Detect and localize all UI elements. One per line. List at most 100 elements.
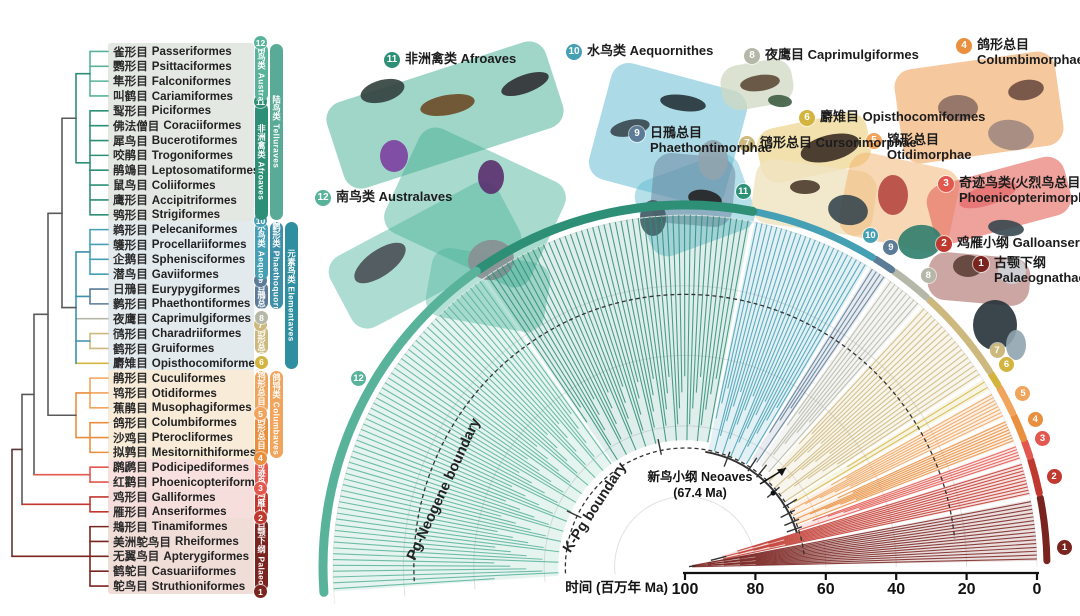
order-name-cn: 鸵鸟目 (113, 580, 148, 594)
order-name-cn: 麝雉目 (113, 357, 148, 371)
order-name-cn: 鸻形目 (113, 327, 148, 341)
order-row: 鹈形目 Pelecaniformes (113, 222, 238, 237)
order-name-latin: Pterocliformes (151, 431, 233, 445)
clade-bar-label: 古颚下纲 Palaeognathae (256, 519, 267, 592)
clade-label-text: 非洲禽类 Afroaves (405, 51, 517, 66)
order-name-latin: Otidiformes (151, 386, 217, 400)
order-name-cn: 鸨形目 (113, 387, 148, 401)
clade-badge-12: 12 (315, 190, 331, 206)
bird-silhouette (938, 95, 978, 121)
clade-bar-label: 陆鸟类 Telluraves (271, 95, 282, 169)
bird-silhouette (790, 180, 820, 194)
svg-text:60: 60 (817, 581, 835, 598)
clade-badge-7: 7 (739, 136, 755, 152)
order-name-cn: 沙鸡目 (113, 431, 148, 445)
order-name-latin: Cariamiformes (151, 89, 233, 103)
order-name-latin: Bucerotiformes (151, 134, 238, 148)
order-name-cn: 鹃鴗目 (113, 164, 148, 178)
clade-label-text: 南鸟类 Australaves (336, 189, 453, 204)
neoaves-annotation: 新鸟小纲 Neoaves (67.4 Ma) (638, 470, 762, 501)
order-row: 鹤形目 Gruiformes (113, 341, 214, 356)
order-name-cn: 雀形目 (113, 45, 148, 59)
bird-silhouette (380, 140, 408, 172)
order-row: 叫鹤目 Cariamiformes (113, 89, 233, 104)
order-row: 沙鸡目 Pterocliformes (113, 430, 233, 445)
order-name-latin: Coraciiformes (163, 119, 242, 133)
order-name-latin: Struthioniformes (151, 579, 246, 593)
order-name-cn: 鹈形目 (113, 223, 148, 237)
clade-badge-11: 11 (735, 183, 751, 199)
order-name-latin: Strigiformes (151, 208, 221, 222)
clade-badge-6: 6 (799, 110, 815, 126)
order-name-latin: Tinamiformes (151, 520, 228, 534)
order-name-latin: Eurypygiformes (151, 282, 241, 296)
order-name-latin: Pelecaniformes (151, 223, 238, 237)
order-row: 佛法僧目 Coraciiformes (113, 118, 241, 133)
clade-label-text: 奇迹鸟类(火烈鸟总目)Phoenicopterimorphae (959, 175, 1080, 205)
order-name-cn: 鹱形目 (113, 238, 148, 252)
clade-label-afroaves: 11 非洲禽类 Afroaves (384, 51, 517, 68)
clade-badge-1: 1 (1056, 539, 1072, 555)
order-row: 麝雉目 Opisthocomiformes (113, 356, 261, 371)
clade-badge-9: 9 (883, 240, 899, 256)
bird-silhouette (1006, 330, 1026, 360)
order-name-cn: 䳍形目 (113, 520, 148, 534)
clade-badge-1: 1 (254, 585, 267, 599)
order-row: 鸽形目 Columbiformes (113, 415, 237, 430)
clade-badge-5: 5 (254, 407, 267, 421)
order-name-latin: Mesitornithiformes (151, 445, 257, 459)
order-row: 潜鸟目 Gaviiformes (113, 267, 219, 282)
order-name-latin: Rheiformes (174, 535, 239, 549)
clade-label-caprimulgiformes: 8 夜鹰目 Caprimulgiformes (744, 47, 919, 64)
clade-badge-10: 10 (566, 44, 582, 60)
superclade-bar-elementaves: 元素鸟类 Elementaves (285, 222, 298, 369)
order-row: 雁形目 Anseriformes (113, 504, 227, 519)
clade-badge-8: 8 (744, 48, 760, 64)
clade-label-text: 古颚下纲 Palaeognathae (994, 255, 1080, 285)
order-row: 䳍形目 Tinamiformes (113, 519, 228, 534)
order-name-latin: Columbiformes (151, 416, 237, 430)
order-name-cn: 企鹅目 (113, 253, 148, 267)
clade-label-phaethontimorphae: 9 日鳽总目 Phaethontimorphae (629, 125, 772, 156)
superclade-bar-phaethoquornithes: 鹲形类 Phaethoquornithes (270, 222, 283, 310)
clade-bar-cursorimorphae: 鸻形总目 Cursorimorphae (255, 326, 268, 354)
order-row: 鹰形目 Accipitriformes (113, 193, 237, 208)
clade-badge-12: 12 (351, 371, 366, 386)
order-name-latin: Musophagiformes (151, 401, 252, 415)
order-name-cn: 鸮形目 (113, 208, 148, 222)
clade-label-australaves: 12 南鸟类 Australaves (315, 189, 453, 206)
order-name-cn: 红鹳目 (113, 476, 148, 490)
clade-bar-otidimorphae: 鸨形总目 Otidimorphae (255, 370, 268, 414)
clade-label-text: 鸽形总目 Columbimorphae (977, 37, 1080, 67)
order-name-latin: Trogoniformes (151, 148, 233, 162)
superclade-bar-columbaves: 鸽鸨类 Columbaves (270, 370, 283, 458)
clade-bar-columbimorphae: 鸽形总目 Columbimorphae (255, 415, 268, 458)
clade-bar-afroaves: 非洲禽类 Afroaves (255, 103, 268, 221)
clade-label-galloanseres: 2 鸡雁小纲 Galloanseres (936, 235, 1080, 252)
order-row: 雀形目 Passeriformes (113, 44, 232, 59)
clade-bar-phaethontimorphae: 日鳽总目 Phaethontimorphae (255, 281, 268, 310)
order-name-cn: 雁形目 (113, 505, 148, 519)
order-name-latin: Coliiformes (151, 178, 216, 192)
clade-bar-label: 南鸟类 Australaves (256, 44, 267, 102)
clade-bar-palaeognathae: 古颚下纲 Palaeognathae (255, 519, 268, 592)
order-row: 美洲鸵鸟目 Rheiformes (113, 534, 239, 549)
order-row: 鹤鸵目 Casuariiformes (113, 564, 236, 579)
order-name-latin: Procellariiformes (151, 238, 247, 252)
clade-label-aequornithes: 10 水鸟类 Aequornithes (566, 43, 713, 60)
clade-label-opisthocomiformes: 6 麝雉目 Opisthocomiformes (799, 109, 985, 126)
order-name-latin: Podicipediformes (151, 460, 250, 474)
order-row: 鹲形目 Phaethontiformes (113, 296, 250, 311)
clade-badge-5: 5 (1015, 385, 1031, 401)
order-row: 鸨形目 Otidiformes (113, 386, 217, 401)
order-name-cn: 鸡形目 (113, 491, 148, 504)
bird-silhouette (478, 160, 504, 194)
order-name-latin: Sphenisciformes (151, 252, 246, 266)
svg-text:20: 20 (958, 581, 976, 598)
order-row: 隼形目 Falconiformes (113, 74, 231, 89)
order-row: 鹦形目 Psittaciformes (113, 59, 232, 74)
order-row: 鼠鸟目 Coliiformes (113, 178, 216, 193)
row-group-tint (108, 43, 254, 224)
